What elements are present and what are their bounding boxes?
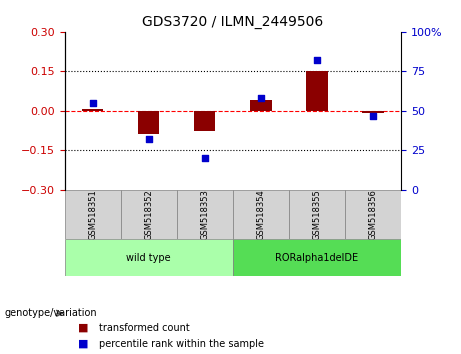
Point: [369, 113, 377, 118]
Bar: [138, 111, 160, 135]
Bar: [345, 190, 401, 239]
Title: GDS3720 / ILMN_2449506: GDS3720 / ILMN_2449506: [142, 16, 324, 29]
Bar: [194, 111, 215, 131]
Text: ■: ■: [78, 323, 89, 333]
Bar: [306, 72, 328, 111]
Bar: [121, 190, 177, 239]
Bar: [177, 190, 233, 239]
Bar: [250, 100, 272, 111]
Text: genotype/variation: genotype/variation: [5, 308, 97, 318]
Bar: [289, 190, 345, 239]
Bar: [82, 109, 103, 111]
Text: percentile rank within the sample: percentile rank within the sample: [99, 339, 264, 349]
Text: GSM518356: GSM518356: [368, 189, 378, 240]
Text: GSM518354: GSM518354: [256, 189, 266, 240]
Text: RORalpha1delDE: RORalpha1delDE: [275, 253, 359, 263]
Point: [257, 95, 265, 101]
Point: [313, 57, 321, 63]
Text: GSM518351: GSM518351: [88, 189, 97, 240]
Bar: [233, 239, 401, 276]
Point: [201, 155, 208, 161]
Bar: [65, 239, 233, 276]
Text: GSM518352: GSM518352: [144, 189, 153, 240]
Point: [145, 136, 152, 142]
Bar: [362, 111, 384, 113]
Point: [89, 100, 96, 106]
Bar: [65, 190, 121, 239]
Text: GSM518355: GSM518355: [313, 189, 321, 240]
Bar: [233, 190, 289, 239]
Text: transformed count: transformed count: [99, 323, 190, 333]
Text: wild type: wild type: [126, 253, 171, 263]
Text: ■: ■: [78, 339, 89, 349]
Text: GSM518353: GSM518353: [200, 189, 209, 240]
